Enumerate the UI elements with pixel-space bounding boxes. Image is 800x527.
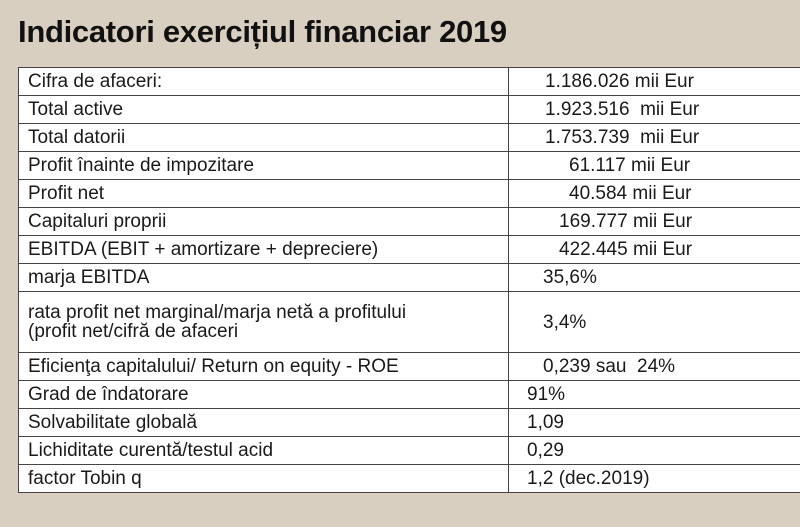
table-row: Eficienţa capitalului/ Return on equity …: [18, 352, 800, 381]
indicator-value: 1.923.516 mii Eur: [508, 95, 800, 124]
indicator-label: factor Tobin q: [18, 464, 509, 493]
financial-indicators-table: Cifra de afaceri: 1.186.026 mii Eur Tota…: [18, 67, 800, 493]
indicator-label-multiline: rata profit net marginal/marja netă a pr…: [18, 291, 509, 353]
indicator-value: 1.753.739 mii Eur: [508, 123, 800, 152]
table-row: Cifra de afaceri: 1.186.026 mii Eur: [18, 67, 800, 96]
indicator-label: Total active: [18, 95, 509, 124]
indicator-value: 35,6%: [508, 263, 800, 292]
indicator-value: 91%: [508, 380, 800, 409]
indicator-value: 61.117 mii Eur: [508, 151, 800, 180]
indicator-label: Solvabilitate globală: [18, 408, 509, 437]
indicator-label: Eficienţa capitalului/ Return on equity …: [18, 352, 509, 381]
indicator-label: marja EBITDA: [18, 263, 509, 292]
indicator-label-line-2: (profit net/cifră de afaceri: [28, 321, 239, 342]
indicator-label: Profit înainte de impozitare: [18, 151, 509, 180]
table-row: marja EBITDA 35,6%: [18, 263, 800, 292]
indicator-value: 0,29: [508, 436, 800, 465]
table-row: Total active 1.923.516 mii Eur: [18, 95, 800, 124]
table-row: Profit net 40.584 mii Eur: [18, 179, 800, 208]
table-row: EBITDA (EBIT + amortizare + depreciere) …: [18, 235, 800, 264]
indicator-label: Lichiditate curentă/testul acid: [18, 436, 509, 465]
indicator-label: Capitaluri proprii: [18, 207, 509, 236]
table-row: Capitaluri proprii 169.777 mii Eur: [18, 207, 800, 236]
table-row: Profit înainte de impozitare 61.117 mii …: [18, 151, 800, 180]
indicator-value: 169.777 mii Eur: [508, 207, 800, 236]
indicator-value: 3,4%: [508, 291, 800, 353]
indicator-label: EBITDA (EBIT + amortizare + depreciere): [18, 235, 509, 264]
table-row: Solvabilitate globală 1,09: [18, 408, 800, 437]
indicator-value: 1,09: [508, 408, 800, 437]
indicator-value: 40.584 mii Eur: [508, 179, 800, 208]
indicator-value: 0,239 sau 24%: [508, 352, 800, 381]
indicator-label: Profit net: [18, 179, 509, 208]
financial-indicators-table-container: Cifra de afaceri: 1.186.026 mii Eur Tota…: [18, 67, 800, 493]
table-row: Total datorii 1.753.739 mii Eur: [18, 123, 800, 152]
indicator-label: Grad de îndatorare: [18, 380, 509, 409]
table-row: factor Tobin q 1,2 (dec.2019): [18, 464, 800, 493]
indicator-value: 422.445 mii Eur: [508, 235, 800, 264]
table-row: Lichiditate curentă/testul acid 0,29: [18, 436, 800, 465]
table-row: rata profit net marginal/marja netă a pr…: [18, 291, 800, 353]
page-title: Indicatori exercițiul financiar 2019: [18, 14, 507, 49]
indicator-label: Total datorii: [18, 123, 509, 152]
indicator-value: 1.186.026 mii Eur: [508, 67, 800, 96]
indicator-label: Cifra de afaceri:: [18, 67, 509, 96]
table-row: Grad de îndatorare 91%: [18, 380, 800, 409]
indicator-value: 1,2 (dec.2019): [508, 464, 800, 493]
indicator-label-line-1: rata profit net marginal/marja netă a pr…: [28, 302, 407, 323]
